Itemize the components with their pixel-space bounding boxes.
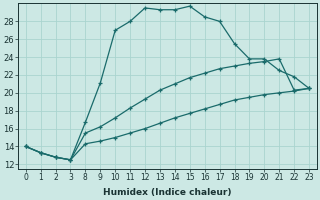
X-axis label: Humidex (Indice chaleur): Humidex (Indice chaleur) bbox=[103, 188, 232, 197]
